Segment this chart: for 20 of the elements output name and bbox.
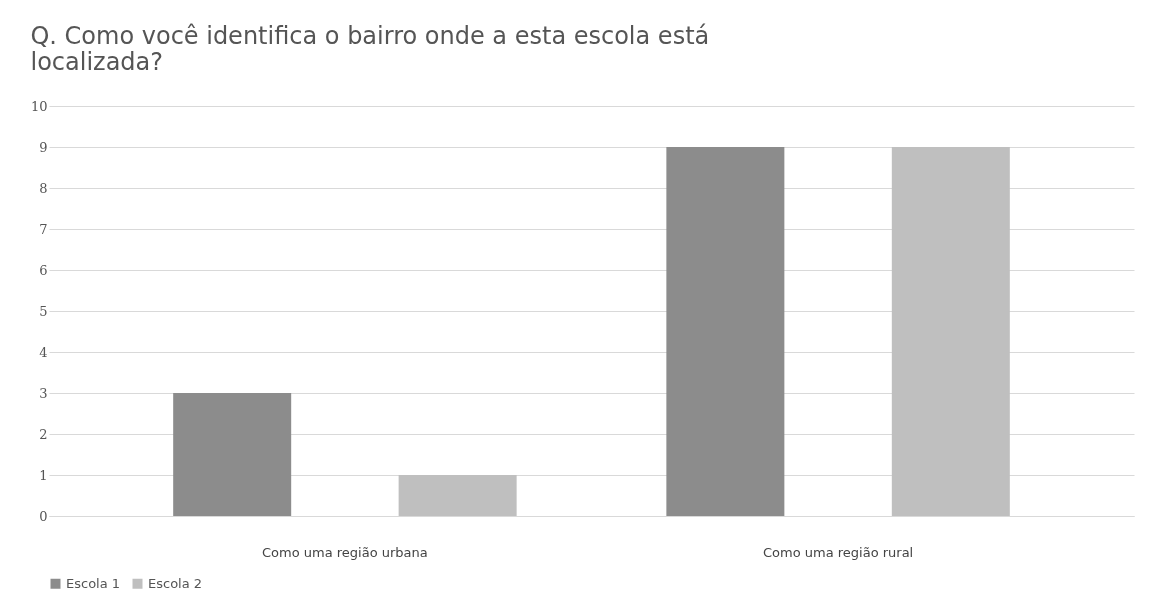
y-tick-label: 4 [39,344,48,360]
y-tick-label: 2 [39,426,48,442]
bar [173,393,292,516]
bar [398,475,517,516]
y-tick-label: 1 [39,467,48,483]
y-tick-label: 9 [39,139,48,155]
legend-label: Escola 1 [66,575,121,591]
y-tick-label: 0 [39,508,48,524]
y-tick-label: 8 [39,180,48,196]
y-tick-label: 7 [39,221,48,237]
y-tick-label: 10 [30,98,48,114]
bar [891,147,1010,516]
legend-label: Escola 2 [148,575,203,591]
bar [666,147,785,516]
x-tick-label: Como uma região rural [762,544,914,560]
y-tick-label: 3 [39,385,48,401]
y-tick-label: 6 [39,262,48,278]
x-tick-label: Como uma região urbana [262,544,428,560]
y-tick-label: 5 [39,303,48,319]
chart-title: Q. Como você identifica o bairro onde a esta escola está localizada? [30,22,710,76]
